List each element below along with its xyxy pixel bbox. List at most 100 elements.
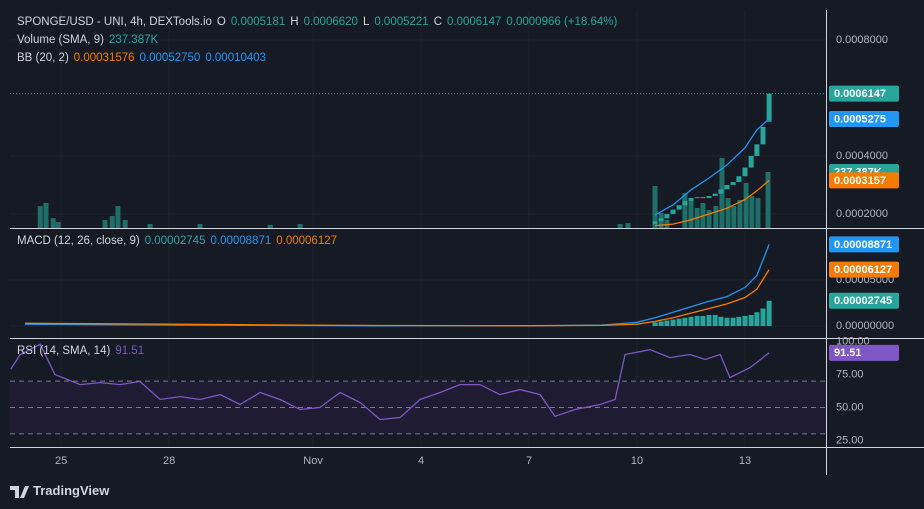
series-line — [25, 269, 770, 327]
candle — [730, 182, 736, 185]
volume-bar — [706, 210, 712, 228]
volume-bar — [109, 215, 115, 228]
legend-item: 0.00006127 — [276, 235, 338, 247]
candle — [748, 155, 754, 168]
legend-item: 0.0006620 — [303, 16, 358, 28]
price-tag — [829, 172, 899, 189]
price-tag-label: 0.0005275 — [834, 113, 886, 125]
legend-item: 0.00002745 — [144, 235, 206, 247]
legend-item: RSI (14, SMA, 14) — [17, 345, 111, 357]
histogram-bar — [712, 314, 718, 327]
candle — [682, 200, 688, 206]
series-line — [654, 118, 770, 216]
y-tick-label: 0.0002000 — [836, 208, 888, 220]
histogram-bar — [670, 319, 676, 327]
legend-item: 0.0006147 — [447, 16, 502, 28]
histogram-bar — [730, 317, 736, 327]
legend-item: 0.0005221 — [374, 16, 429, 28]
histogram-bar — [682, 317, 688, 327]
price-tag-label: 0.0006147 — [834, 88, 886, 100]
logo — [10, 486, 29, 498]
y-tick-label: 100.00 — [836, 336, 870, 348]
candle — [664, 213, 670, 219]
histogram-bar — [694, 315, 700, 327]
legend-row: SPONGE/USD - UNI, 4h, DEXTools.io O 0.0005… — [17, 16, 622, 28]
volume-bar — [625, 223, 631, 228]
legend-item: L — [362, 16, 370, 28]
candle — [718, 189, 724, 194]
histogram-bar — [748, 314, 754, 327]
price-tag-label: 91.51 — [834, 347, 862, 359]
y-tick-label: 25.00 — [836, 434, 864, 446]
volume-bar — [43, 202, 49, 228]
legend-item: BB (20, 2) — [17, 52, 69, 64]
y-tick-label: 0.0004000 — [836, 150, 888, 162]
volume-bar — [765, 171, 771, 228]
volume-bar — [267, 224, 273, 228]
histogram-bar — [724, 317, 730, 327]
y-tick-label: 75.00 — [836, 368, 864, 380]
legend-row: MACD (12, 26, close, 9) 0.00002745 0.00008… — [17, 235, 342, 247]
volume-bar — [197, 223, 203, 228]
y-tick-label: 50.00 — [836, 401, 864, 413]
volume-bar — [102, 219, 108, 228]
legend-row: Volume (SMA, 9) 237.387K — [17, 34, 163, 46]
volume-bar — [297, 223, 303, 228]
price-tag — [829, 261, 899, 278]
histogram-bar — [718, 316, 724, 327]
legend-item: SPONGE/USD - UNI, 4h, DEXTools.io — [17, 16, 212, 28]
y-tick-label: 0.0008000 — [836, 34, 888, 46]
histogram-bar — [706, 314, 712, 327]
price-tag-label: 0.00008871 — [834, 239, 892, 251]
price-tag-label: 0.00002745 — [834, 295, 892, 307]
x-tick-label: Nov — [303, 455, 323, 467]
legend-item: 0.00052750 — [139, 52, 201, 64]
histogram-bar — [760, 308, 766, 327]
legend-item: 91.51 — [115, 345, 145, 357]
pane-borders — [10, 10, 924, 475]
candle — [658, 218, 664, 222]
candle — [670, 209, 676, 214]
legend-item: C — [433, 16, 443, 28]
x-tick-label: 7 — [526, 455, 532, 467]
legend-item: O — [216, 16, 226, 28]
volume-bar — [725, 198, 731, 228]
legend-item: 237.387K — [108, 34, 159, 46]
legend-item: H — [290, 16, 299, 28]
histogram-bar — [754, 312, 760, 327]
legend-row: BB (20, 2) 0.00031576 0.00052750 0.00010403 — [17, 52, 271, 64]
price-tag — [829, 236, 899, 253]
histogram-bar — [700, 315, 706, 327]
x-tick-label: 4 — [418, 455, 424, 467]
volume-bar — [115, 206, 121, 228]
volume-bar — [122, 219, 128, 228]
candle — [742, 167, 748, 177]
pane — [10, 39, 826, 228]
legend-item: 0.00031576 — [73, 52, 135, 64]
volume-bar — [688, 199, 694, 228]
x-tick-label: 28 — [163, 455, 175, 467]
price-tag — [829, 344, 899, 361]
volume-bar — [713, 206, 719, 228]
candle — [706, 195, 712, 199]
candle — [754, 144, 760, 156]
volume-bar — [737, 199, 743, 228]
volume-bar — [749, 195, 755, 228]
candle — [766, 93, 772, 122]
pane — [10, 244, 826, 327]
candle — [724, 184, 730, 190]
candle — [652, 221, 658, 225]
histogram-bar — [742, 315, 748, 327]
price-tag — [829, 110, 899, 127]
histogram-bar — [766, 300, 772, 327]
legend-item: 0.0000966 (+18.64%) — [506, 16, 618, 28]
legend-item: Volume (SMA, 9) — [17, 34, 104, 46]
legend-row: RSI (14, SMA, 14) 91.51 — [17, 345, 149, 357]
volume-bar — [50, 218, 56, 228]
candle — [712, 193, 718, 196]
x-tick-label: 25 — [55, 455, 67, 467]
histogram-bar — [676, 318, 682, 327]
brand[interactable]: TradingView — [33, 483, 110, 498]
histogram-bar — [664, 320, 670, 327]
